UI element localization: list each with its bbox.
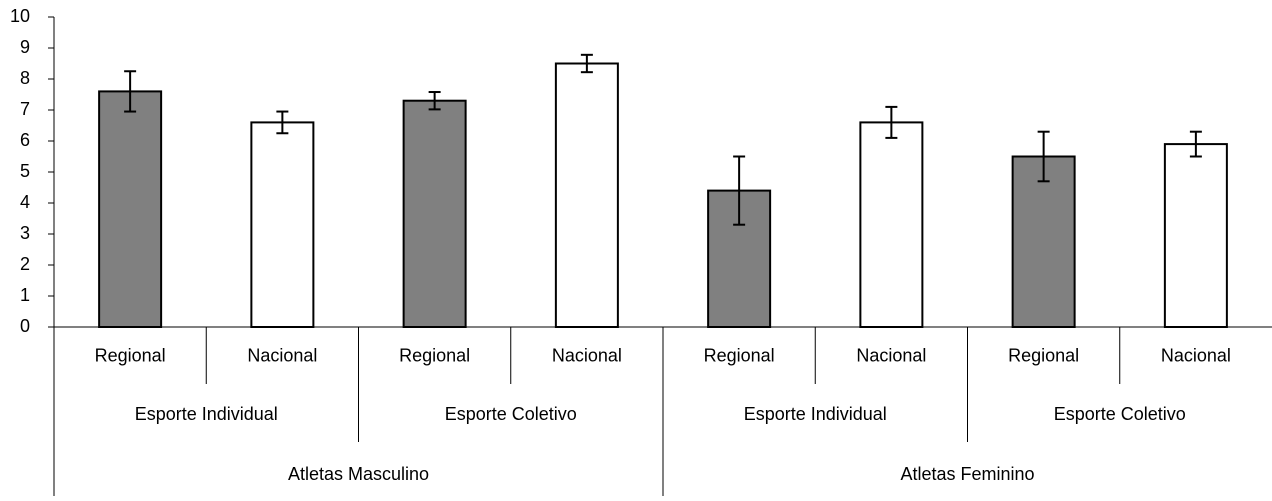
bar-regional xyxy=(402,99,467,328)
bar-nacional xyxy=(250,121,315,329)
y-tick-label: 0 xyxy=(20,316,30,336)
y-tick-label: 10 xyxy=(10,6,30,26)
category-label: Regional xyxy=(1008,345,1079,365)
bar-nacional xyxy=(1163,143,1228,328)
y-tick-label: 2 xyxy=(20,254,30,274)
sport-group-label: Esporte Coletivo xyxy=(1054,404,1186,424)
y-tick-label: 5 xyxy=(20,161,30,181)
category-label: Nacional xyxy=(247,345,317,365)
y-tick-label: 9 xyxy=(20,37,30,57)
y-tick-label: 1 xyxy=(20,285,30,305)
category-label: Regional xyxy=(704,345,775,365)
sport-group-label: Esporte Coletivo xyxy=(445,404,577,424)
y-tick-label: 6 xyxy=(20,130,30,150)
y-tick-label: 4 xyxy=(20,192,30,212)
bar-regional xyxy=(98,90,163,329)
sport-group-label: Esporte Individual xyxy=(744,404,887,424)
y-tick-label: 8 xyxy=(20,68,30,88)
bar-regional xyxy=(1011,155,1076,328)
category-label: Nacional xyxy=(856,345,926,365)
y-tick-label: 3 xyxy=(20,223,30,243)
bar-nacional xyxy=(859,121,924,329)
bar-nacional xyxy=(554,62,619,328)
athlete-group-label: Atletas Masculino xyxy=(288,464,429,484)
category-label: Regional xyxy=(399,345,470,365)
category-label: Nacional xyxy=(1161,345,1231,365)
athlete-group-label: Atletas Feminino xyxy=(900,464,1034,484)
sport-group-label: Esporte Individual xyxy=(135,404,278,424)
category-label: Regional xyxy=(95,345,166,365)
y-tick-label: 7 xyxy=(20,99,30,119)
category-label: Nacional xyxy=(552,345,622,365)
